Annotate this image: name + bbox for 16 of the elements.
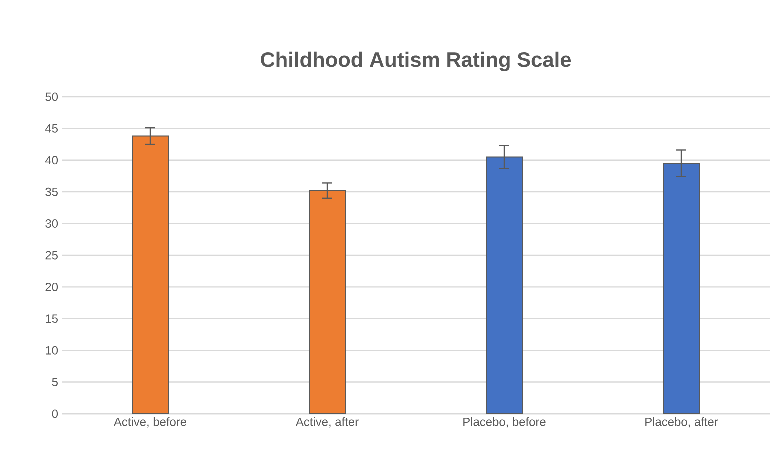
- y-tick-label: 15: [46, 314, 58, 324]
- y-tick-label: 40: [45, 156, 58, 165]
- y-tick-label: 50: [46, 92, 58, 102]
- x-tick-label: Active, before: [114, 418, 187, 428]
- y-tick-label: 25: [46, 251, 58, 260]
- chart-title: Childhood Autism Rating Scale: [261, 52, 572, 72]
- y-tick-label: 10: [46, 346, 58, 355]
- y-tick-label: 5: [52, 378, 58, 386]
- x-tick-label: Placebo, before: [464, 418, 546, 428]
- x-tick-label: Placebo, after: [646, 418, 718, 428]
- x-tick-label: Active, after: [296, 418, 359, 428]
- y-tick-label: 45: [45, 124, 58, 133]
- y-tick-label: 35: [46, 188, 58, 196]
- y-tick-label: 0: [52, 410, 58, 418]
- y-tick-label: 20: [46, 282, 58, 292]
- y-tick-label: 30: [46, 220, 58, 228]
